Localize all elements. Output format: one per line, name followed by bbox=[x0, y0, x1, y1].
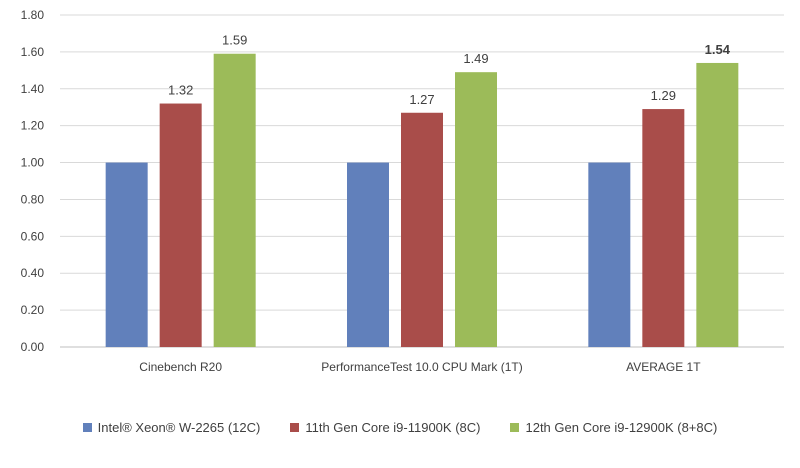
bar bbox=[588, 162, 631, 347]
y-tick-label: 1.40 bbox=[21, 82, 45, 96]
bar bbox=[159, 103, 202, 348]
legend-item-xeon: Intel® Xeon® W-2265 (12C) bbox=[82, 420, 261, 435]
data-label: 1.32 bbox=[168, 83, 193, 98]
y-tick-label: 0.60 bbox=[21, 229, 45, 243]
legend-swatch bbox=[510, 423, 520, 432]
y-tick-label: 0.00 bbox=[21, 340, 45, 354]
data-label: 1.27 bbox=[409, 92, 434, 107]
data-label: 1.29 bbox=[651, 88, 676, 103]
legend-label: 11th Gen Core i9-11900K (8C) bbox=[305, 420, 481, 435]
bar bbox=[105, 162, 148, 347]
bar bbox=[347, 162, 389, 347]
data-label: 1.54 bbox=[705, 42, 731, 57]
y-tick-label: 1.80 bbox=[21, 8, 45, 22]
bar bbox=[401, 112, 443, 347]
y-tick-label: 0.80 bbox=[21, 192, 45, 206]
legend-swatch bbox=[290, 423, 300, 432]
legend-item-12900k: 12th Gen Core i9-12900K (8+8C) bbox=[510, 420, 717, 435]
x-tick-label: Cinebench R20 bbox=[139, 360, 222, 374]
y-tick-label: 0.20 bbox=[21, 303, 45, 317]
y-tick-label: 1.20 bbox=[21, 119, 45, 133]
data-label: 1.59 bbox=[222, 33, 247, 48]
x-tick-label: PerformanceTest 10.0 CPU Mark (1T) bbox=[321, 360, 522, 374]
legend-label: 12th Gen Core i9-12900K (8+8C) bbox=[525, 420, 718, 435]
legend-item-11900k: 11th Gen Core i9-11900K (8C) bbox=[290, 420, 480, 435]
bar bbox=[642, 109, 685, 347]
legend: Intel® Xeon® W-2265 (12C) 11th Gen Core … bbox=[0, 420, 800, 435]
bar-chart: 0.00 0.20 0.40 0.60 0.80 1.00 1.20 1.40 1.60 1.80… bbox=[21, 8, 784, 374]
y-tick-label: 0.40 bbox=[21, 266, 45, 280]
x-tick-label: AVERAGE 1T bbox=[626, 360, 701, 374]
y-tick-label: 1.60 bbox=[21, 45, 45, 59]
data-label: 1.49 bbox=[463, 51, 488, 66]
legend-label: Intel® Xeon® W-2265 (12C) bbox=[97, 420, 261, 435]
bar bbox=[213, 53, 256, 347]
bar bbox=[696, 62, 739, 347]
legend-swatch bbox=[82, 423, 92, 432]
y-tick-label: 1.00 bbox=[21, 156, 45, 170]
bar bbox=[455, 72, 497, 347]
